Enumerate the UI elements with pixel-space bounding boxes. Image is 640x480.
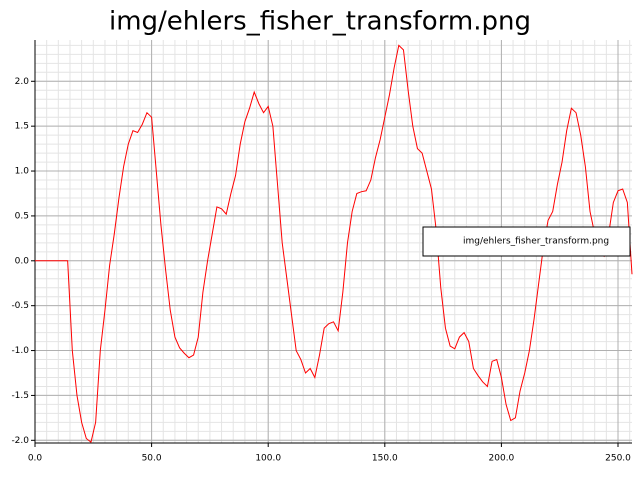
y-tick-label: 0.5 <box>15 211 29 221</box>
y-tick-label: -0.5 <box>11 301 29 311</box>
x-tick-label: 50.0 <box>142 454 162 464</box>
y-tick-label: -2.0 <box>11 436 29 446</box>
y-tick-label: 2.0 <box>15 77 30 87</box>
x-tick-label: 0.0 <box>28 454 43 464</box>
x-tick-label: 150.0 <box>372 454 398 464</box>
legend-box <box>422 226 631 257</box>
x-tick-label: 250.0 <box>605 454 631 464</box>
y-tick-label: 0.0 <box>15 256 30 266</box>
x-tick-label: 100.0 <box>255 454 281 464</box>
chart-title: img/ehlers_fisher_transform.png <box>109 7 531 37</box>
y-tick-label: 1.0 <box>15 167 30 177</box>
data-line <box>35 44 633 443</box>
legend-label: img/ehlers_fisher_transform.png <box>463 237 609 247</box>
y-tick-label: -1.5 <box>11 391 29 401</box>
x-tick-label: 200.0 <box>489 454 515 464</box>
y-tick-label: 1.5 <box>15 122 29 132</box>
y-tick-label: -1.0 <box>11 346 29 356</box>
